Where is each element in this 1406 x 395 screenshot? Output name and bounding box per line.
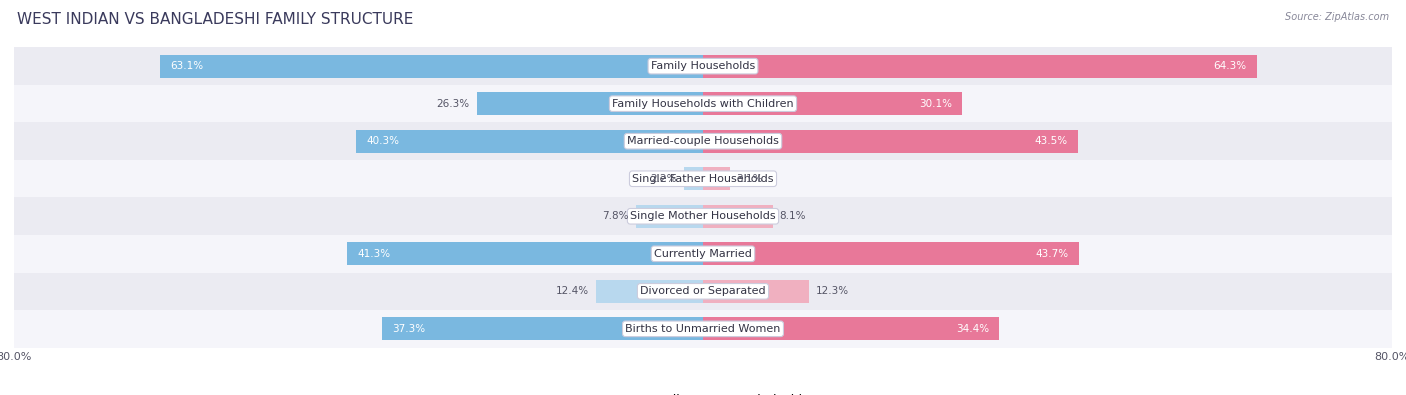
Text: 64.3%: 64.3% — [1213, 61, 1246, 71]
Text: 12.3%: 12.3% — [815, 286, 849, 296]
Text: Married-couple Households: Married-couple Households — [627, 136, 779, 146]
Text: Currently Married: Currently Married — [654, 249, 752, 259]
Bar — [596, 280, 703, 303]
Bar — [477, 92, 703, 115]
Text: Single Father Households: Single Father Households — [633, 174, 773, 184]
Bar — [703, 280, 808, 303]
Text: 43.5%: 43.5% — [1035, 136, 1067, 146]
Bar — [14, 310, 1392, 348]
Bar — [382, 317, 703, 340]
Text: 8.1%: 8.1% — [780, 211, 806, 221]
Legend: West Indian, Bangladeshi: West Indian, Bangladeshi — [603, 394, 803, 395]
Text: WEST INDIAN VS BANGLADESHI FAMILY STRUCTURE: WEST INDIAN VS BANGLADESHI FAMILY STRUCT… — [17, 12, 413, 27]
Text: Family Households with Children: Family Households with Children — [612, 99, 794, 109]
Text: 37.3%: 37.3% — [392, 324, 425, 334]
Bar — [703, 92, 962, 115]
Text: 3.1%: 3.1% — [737, 174, 763, 184]
Bar — [14, 47, 1392, 85]
Text: 34.4%: 34.4% — [956, 324, 988, 334]
Bar — [14, 85, 1392, 122]
Bar — [703, 55, 1257, 78]
Bar — [703, 167, 730, 190]
Bar — [703, 130, 1077, 153]
Bar — [14, 198, 1392, 235]
Text: 7.8%: 7.8% — [602, 211, 628, 221]
Bar — [356, 130, 703, 153]
Bar — [14, 273, 1392, 310]
Bar — [703, 205, 773, 228]
Text: 40.3%: 40.3% — [367, 136, 399, 146]
Text: Single Mother Households: Single Mother Households — [630, 211, 776, 221]
Bar — [703, 317, 1000, 340]
Text: 63.1%: 63.1% — [170, 61, 202, 71]
Bar — [685, 167, 703, 190]
Bar — [14, 235, 1392, 273]
Text: 26.3%: 26.3% — [436, 99, 470, 109]
Text: Family Households: Family Households — [651, 61, 755, 71]
Bar — [160, 55, 703, 78]
Text: 41.3%: 41.3% — [357, 249, 391, 259]
Text: Source: ZipAtlas.com: Source: ZipAtlas.com — [1285, 12, 1389, 22]
Text: Births to Unmarried Women: Births to Unmarried Women — [626, 324, 780, 334]
Text: 12.4%: 12.4% — [557, 286, 589, 296]
Bar — [347, 242, 703, 265]
Bar — [14, 160, 1392, 198]
Bar — [703, 242, 1080, 265]
Text: 2.2%: 2.2% — [651, 174, 678, 184]
Bar — [636, 205, 703, 228]
Text: Divorced or Separated: Divorced or Separated — [640, 286, 766, 296]
Bar — [14, 122, 1392, 160]
Text: 43.7%: 43.7% — [1036, 249, 1069, 259]
Text: 30.1%: 30.1% — [920, 99, 952, 109]
